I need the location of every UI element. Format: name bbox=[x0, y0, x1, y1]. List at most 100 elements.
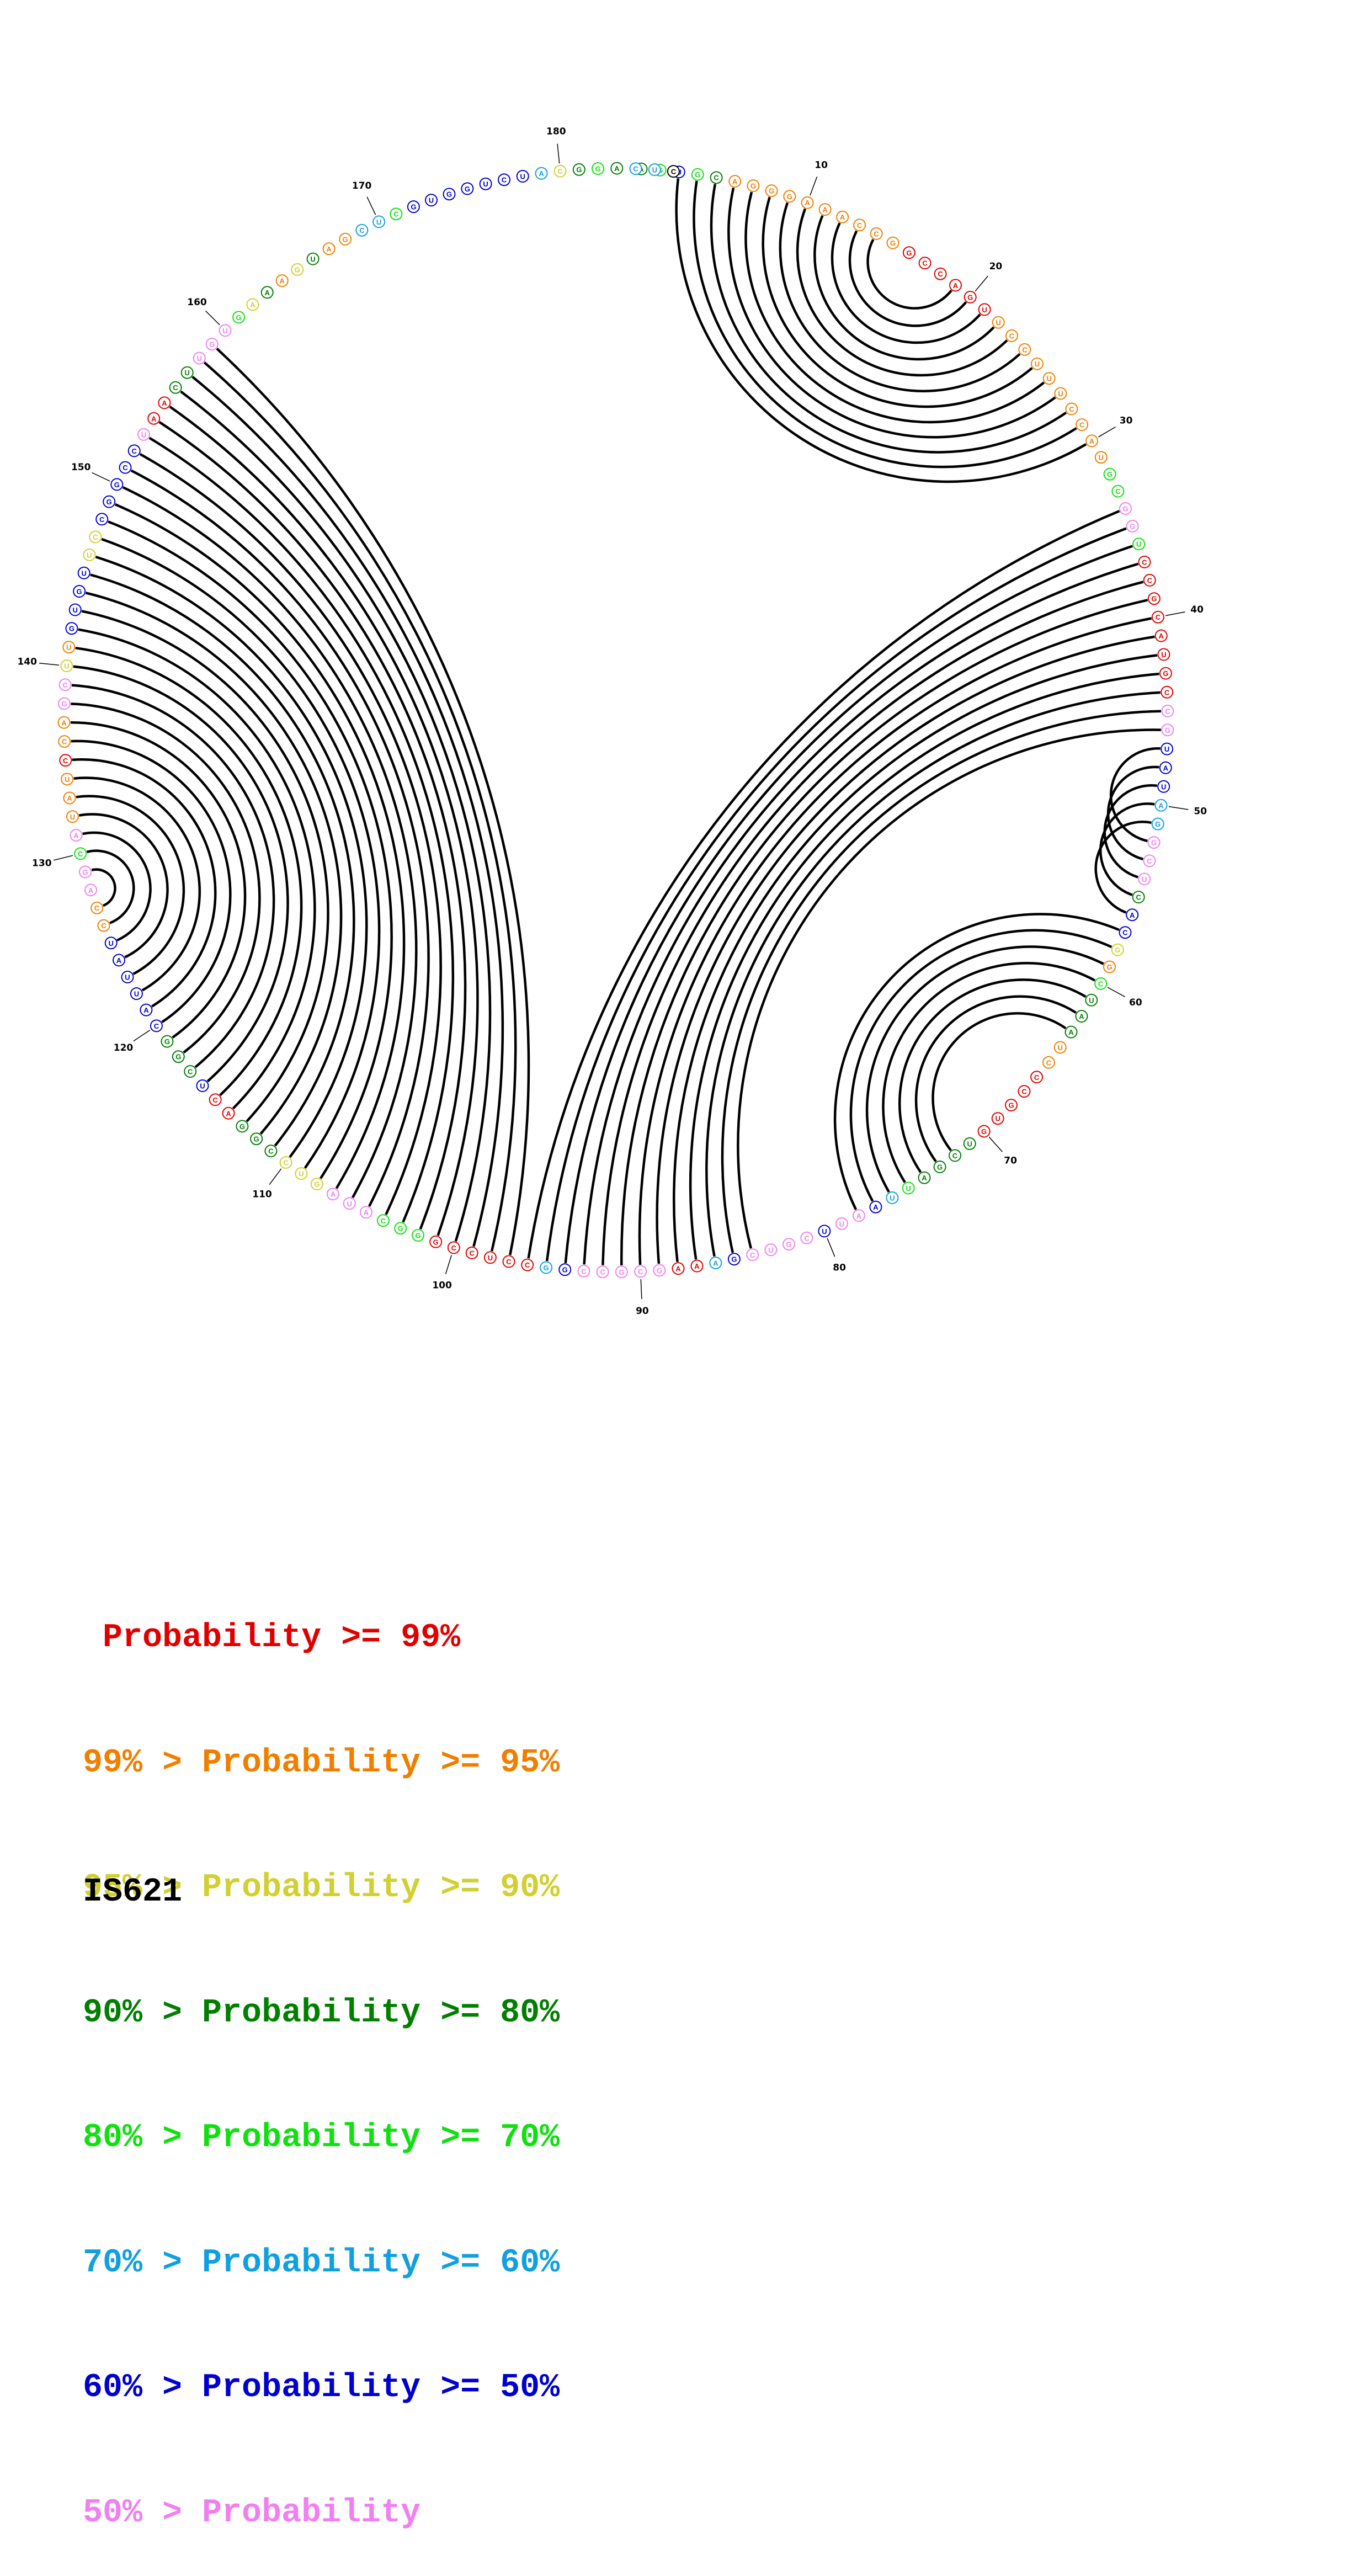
nucleotide-letter: A bbox=[265, 289, 270, 297]
nucleotide-circle bbox=[260, 286, 274, 299]
nucleotide: U bbox=[1031, 357, 1044, 370]
nucleotide-letter: U bbox=[299, 1170, 304, 1178]
nucleotide: C bbox=[1005, 329, 1018, 342]
nucleotide-circle bbox=[103, 495, 116, 508]
nucleotide-ring: AGUGCAGGGAAACCGGCCAGUUCCUUUCCAUGCGGUCCGC… bbox=[57, 162, 1174, 1279]
nucleotide: A bbox=[63, 791, 76, 805]
nucleotide-circle bbox=[747, 179, 760, 192]
pair-arc bbox=[689, 672, 1159, 1260]
nucleotide: G bbox=[172, 1050, 185, 1063]
nucleotide-circle bbox=[902, 246, 915, 259]
nucleotide: A bbox=[1126, 908, 1139, 922]
nucleotide-letter: G bbox=[695, 171, 700, 179]
nucleotide-letter: U bbox=[652, 166, 657, 174]
nucleotide: C bbox=[1111, 485, 1125, 498]
nucleotide-circle bbox=[800, 1231, 813, 1244]
nucleotide-circle bbox=[1138, 872, 1151, 886]
base-pair-arcs bbox=[70, 178, 1161, 1265]
nucleotide-letter: A bbox=[675, 1265, 681, 1273]
nucleotide: G bbox=[653, 1264, 666, 1277]
pair-arc bbox=[180, 390, 492, 1242]
nucleotide-circle bbox=[818, 203, 832, 216]
nucleotide: U bbox=[1053, 1041, 1067, 1054]
nucleotide-circle bbox=[74, 847, 87, 860]
nucleotide: A bbox=[1064, 1025, 1078, 1039]
sequence-name: IS621 bbox=[83, 1874, 183, 1911]
nucleotide-circle bbox=[127, 444, 141, 457]
nucleotide: C bbox=[949, 1149, 961, 1162]
nucleotide-letter: C bbox=[804, 1234, 810, 1242]
tick-line bbox=[827, 1238, 835, 1257]
nucleotide-letter: U bbox=[1142, 875, 1147, 883]
tick-line bbox=[92, 472, 110, 482]
nucleotide-circle bbox=[553, 164, 567, 178]
nucleotide-letter: G bbox=[1122, 505, 1128, 513]
nucleotide-letter: C bbox=[1098, 980, 1104, 988]
nucleotide: G bbox=[73, 585, 86, 598]
legend-label: Probability bbox=[202, 2369, 421, 2407]
pair-arc bbox=[81, 610, 329, 1122]
nucleotide: C bbox=[74, 847, 87, 860]
pair-arc bbox=[620, 599, 1148, 1265]
nucleotide-letter: C bbox=[506, 1258, 512, 1266]
nucleotide-letter: C bbox=[1069, 405, 1074, 413]
nucleotide-letter: G bbox=[175, 1053, 181, 1061]
pair-arc bbox=[76, 795, 185, 975]
nucleotide-circle bbox=[902, 1181, 915, 1195]
nucleotide: G bbox=[407, 200, 420, 214]
nucleotide: U bbox=[66, 810, 79, 823]
nucleotide-letter: U bbox=[768, 1246, 773, 1254]
nucleotide: A bbox=[140, 1003, 153, 1016]
legend-suffix: >= 80% bbox=[440, 1994, 560, 2032]
tick-label: 40 bbox=[1190, 604, 1204, 615]
nucleotide: G bbox=[558, 1263, 572, 1276]
nucleotide-letter: G bbox=[595, 165, 600, 173]
nucleotide: C bbox=[1143, 573, 1156, 587]
nucleotide-circle bbox=[870, 227, 883, 240]
pair-arc bbox=[705, 691, 1161, 1257]
tick-line bbox=[39, 662, 59, 666]
nucleotide-circle bbox=[1085, 434, 1098, 448]
nucleotide-circle bbox=[1111, 943, 1124, 956]
nucleotide: C bbox=[1161, 705, 1174, 717]
nucleotide-letter: C bbox=[1147, 857, 1152, 865]
nucleotide: A bbox=[801, 196, 814, 209]
nucleotide: U bbox=[425, 194, 438, 207]
nucleotide-letter: U bbox=[982, 306, 987, 314]
nucleotide-circle bbox=[1005, 1099, 1018, 1111]
nucleotide-letter: G bbox=[314, 1180, 320, 1189]
nucleotide: C bbox=[150, 1019, 163, 1032]
nucleotide: U bbox=[648, 163, 661, 176]
nucleotide-letter: A bbox=[713, 1259, 718, 1268]
nucleotide-circle bbox=[360, 1206, 372, 1219]
nucleotide-letter: A bbox=[1068, 1028, 1074, 1036]
nucleotide-circle bbox=[710, 171, 723, 184]
tick-label: 180 bbox=[546, 126, 566, 137]
pair-arc bbox=[737, 728, 1161, 1249]
nucleotide-circle bbox=[279, 1156, 292, 1169]
nucleotide: U bbox=[180, 366, 194, 379]
pair-arc bbox=[78, 628, 316, 1110]
nucleotide-letter: G bbox=[1165, 726, 1170, 735]
nucleotide-letter: C bbox=[470, 1249, 475, 1257]
nucleotide: A bbox=[147, 412, 161, 425]
nucleotide-circle bbox=[91, 901, 104, 914]
nucleotide: G bbox=[110, 478, 124, 491]
nucleotide: U bbox=[1157, 780, 1170, 793]
nucleotide-circle bbox=[577, 1264, 590, 1278]
nucleotide: G bbox=[429, 1235, 443, 1248]
tick-line bbox=[988, 1136, 1003, 1152]
nucleotide-letter: C bbox=[638, 1268, 643, 1276]
nucleotide-letter: C bbox=[101, 922, 107, 930]
nucleotide: A bbox=[222, 1106, 235, 1120]
nucleotide-letter: G bbox=[562, 1266, 568, 1274]
nucleotide-letter: G bbox=[906, 249, 912, 257]
nucleotide: U bbox=[196, 1079, 209, 1092]
nucleotide-circle bbox=[765, 184, 778, 198]
nucleotide-circle bbox=[83, 549, 96, 561]
nucleotide: G bbox=[103, 495, 116, 508]
nucleotide: C bbox=[264, 1145, 278, 1158]
tick-label: 160 bbox=[187, 297, 207, 308]
nucleotide-letter: A bbox=[922, 1174, 927, 1182]
nucleotide-letter: C bbox=[283, 1159, 289, 1167]
